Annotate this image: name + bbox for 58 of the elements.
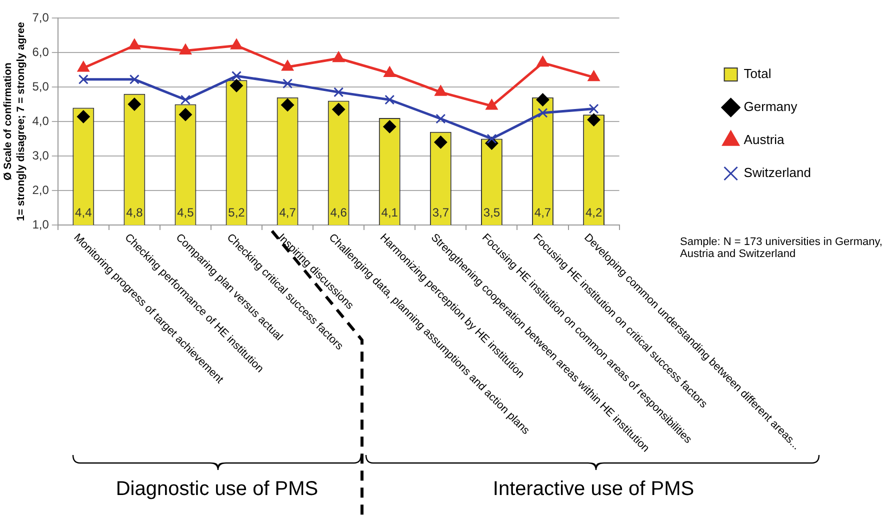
point [536, 93, 550, 106]
y-tick-label: 7,0 [32, 10, 50, 24]
point [486, 134, 497, 144]
point [76, 110, 90, 124]
y-axis-title: Ø Scale of confirmation 1= strongly disagree; 7 = strongly agree [2, 22, 27, 221]
point [486, 99, 498, 110]
point [434, 136, 448, 149]
point [282, 78, 293, 89]
point [538, 108, 548, 118]
data-label: 4,6 [330, 205, 348, 220]
point [128, 98, 141, 111]
data-label: 4,7 [279, 205, 296, 220]
point [77, 61, 90, 72]
point [536, 56, 549, 67]
point [332, 102, 346, 116]
data-label: 4,4 [75, 205, 92, 220]
point [383, 120, 396, 134]
point [230, 38, 242, 50]
point [436, 114, 446, 124]
y-tick-label: 6,0 [32, 44, 50, 59]
point [588, 70, 600, 82]
legend-label: Total [744, 66, 772, 82]
text: Diagnostic use of PMS [114, 478, 320, 501]
point [384, 94, 395, 105]
legend-label: Austria [744, 132, 786, 148]
point [178, 108, 192, 122]
point [129, 74, 140, 84]
point [281, 98, 294, 112]
y-tick-label: 4,0 [32, 114, 50, 128]
data-label: 4,1 [381, 205, 398, 220]
point [332, 52, 345, 62]
legend-label: Switzerland [744, 165, 812, 180]
y-tick-label: 3,0 [32, 148, 50, 162]
y-tick-label: 2,0 [32, 182, 50, 197]
point [282, 60, 294, 71]
data-label: 3,5 [483, 205, 500, 220]
data-label: 5,2 [228, 205, 246, 220]
data-label: 4,2 [585, 205, 602, 220]
point [78, 74, 88, 84]
point [587, 113, 600, 126]
point [334, 87, 344, 98]
point [230, 79, 244, 92]
point [128, 38, 140, 50]
y-tick-label: 5,0 [32, 79, 50, 94]
point [434, 85, 447, 96]
point [384, 66, 396, 77]
text: Sample: N = 173 universities in Germany, Austria and Switzerland [680, 236, 884, 260]
data-label: 3,7 [432, 205, 450, 220]
data-label: 4,5 [177, 205, 194, 220]
point [588, 104, 599, 114]
point [232, 70, 242, 81]
text: Interactive use of PMS [492, 478, 696, 501]
data-label: 4,7 [534, 205, 552, 220]
point [180, 44, 192, 55]
y-tick-label: 1,0 [32, 217, 50, 232]
data-label: 4,8 [126, 205, 144, 220]
point [180, 94, 190, 105]
legend-label: Germany [744, 99, 798, 114]
